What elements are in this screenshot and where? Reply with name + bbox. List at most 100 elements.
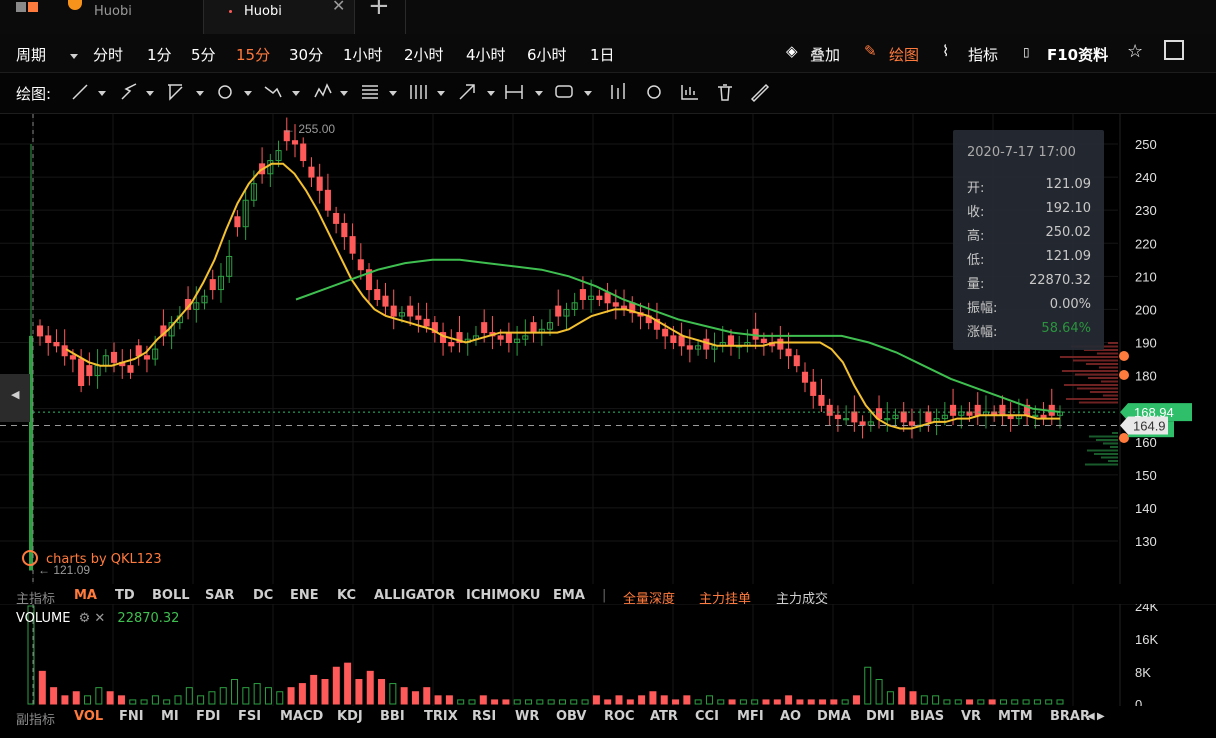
period-item-1分[interactable]: 1分 <box>147 46 172 64</box>
chevron-down-icon[interactable] <box>487 91 495 96</box>
sub-indicator-wr[interactable]: WR <box>515 709 540 724</box>
scroll-left-button[interactable]: ◀ <box>0 374 30 422</box>
new-tab-button[interactable]: + <box>355 0 406 34</box>
volume-bar <box>411 691 419 705</box>
sub-indicator-mi[interactable]: MI <box>161 709 179 724</box>
sub-indicator-obv[interactable]: OBV <box>556 709 587 724</box>
chevron-down-icon[interactable] <box>244 91 252 96</box>
full-depth-toggle[interactable]: 全量深度 <box>623 592 676 607</box>
period-item-2小时[interactable]: 2小时 <box>404 46 444 64</box>
candle <box>431 322 438 334</box>
main-indicator-td[interactable]: TD <box>115 588 135 603</box>
order-marker[interactable] <box>1119 370 1129 380</box>
f10-button[interactable]: F10资料 <box>1047 46 1109 64</box>
sub-indicator-trix[interactable]: TRIX <box>424 709 458 724</box>
main-indicator-ema[interactable]: EMA <box>553 588 585 603</box>
sub-indicator-macd[interactable]: MACD <box>280 709 324 724</box>
volume-bar <box>728 699 736 705</box>
sub-indicator-vr[interactable]: VR <box>961 709 982 724</box>
sub-indicator-vol[interactable]: VOL <box>74 709 104 724</box>
chevron-down-icon[interactable] <box>196 91 204 96</box>
sub-indicator-bias[interactable]: BIAS <box>910 709 945 724</box>
period-item-15分[interactable]: 15分 <box>236 46 271 64</box>
depth-ask-bar <box>1108 342 1118 344</box>
main-indicator-alligator[interactable]: ALLIGATOR <box>374 588 456 603</box>
main-indicator-sar[interactable]: SAR <box>205 588 235 603</box>
sub-indicator-fsi[interactable]: FSI <box>238 709 262 724</box>
sub-indicator-mtm[interactable]: MTM <box>998 709 1033 724</box>
sub-indicator-dma[interactable]: DMA <box>817 709 851 724</box>
close-icon[interactable]: ✕ <box>332 0 346 15</box>
main-indicator-ene[interactable]: ENE <box>290 588 319 603</box>
chevron-down-icon[interactable] <box>535 91 543 96</box>
indicators-button[interactable]: 指标 <box>968 46 999 64</box>
period-item-5分[interactable]: 5分 <box>191 46 216 64</box>
candle <box>390 305 397 317</box>
period-item-1小时[interactable]: 1小时 <box>343 46 383 64</box>
settings-icon[interactable]: ⚙ <box>78 611 91 626</box>
draw-tools <box>72 83 770 103</box>
period-item-30分[interactable]: 30分 <box>289 46 324 64</box>
chevron-down-icon[interactable] <box>146 91 154 96</box>
period-item-1日[interactable]: 1日 <box>590 46 615 64</box>
sub-indicator-roc[interactable]: ROC <box>604 709 635 724</box>
chevron-left-icon[interactable]: ◀ <box>1087 711 1095 722</box>
candle <box>341 222 348 238</box>
volume-chart[interactable]: 24K 16K 8K 0 <box>0 604 1216 706</box>
star-icon[interactable]: ☆ <box>1127 41 1144 62</box>
volume-bar <box>140 699 148 705</box>
close-icon[interactable]: ✕ <box>94 611 106 626</box>
candle <box>571 302 578 310</box>
volume-bar <box>287 687 295 705</box>
main-orders-toggle[interactable]: 主力挂单 <box>699 592 752 607</box>
volume-header: VOLUME ⚙ ✕ 22870.32 <box>16 611 179 626</box>
chevron-down-icon[interactable] <box>437 91 445 96</box>
sub-indicator-atr[interactable]: ATR <box>650 709 678 724</box>
sub-indicator-rsi[interactable]: RSI <box>472 709 497 724</box>
sub-indicator-mfi[interactable]: MFI <box>737 709 764 724</box>
chevron-down-icon[interactable] <box>70 54 78 59</box>
order-marker[interactable] <box>1119 433 1129 443</box>
period-item-4小时[interactable]: 4小时 <box>466 46 506 64</box>
tab-huobi-1[interactable]: Huobi <box>58 0 204 34</box>
main-indicator-ichimoku[interactable]: ICHIMOKU <box>466 588 541 603</box>
main-indicator-dc[interactable]: DC <box>253 588 274 603</box>
main-indicator-kc[interactable]: KC <box>337 588 357 603</box>
tooltip-key: 高: <box>967 229 985 244</box>
period-item-分时[interactable]: 分时 <box>93 46 124 64</box>
chevron-down-icon[interactable] <box>340 91 348 96</box>
y-tick-label: 150 <box>1135 468 1157 483</box>
sub-indicator-fni[interactable]: FNI <box>119 709 144 724</box>
sub-indicator-ao[interactable]: AO <box>780 709 802 724</box>
main-indicator-boll[interactable]: BOLL <box>152 588 190 603</box>
draw-button[interactable]: 绘图 <box>889 46 920 64</box>
tab-huobi-2[interactable]: Huobi ✕ <box>204 0 355 34</box>
chevron-right-icon[interactable]: ▶ <box>1097 711 1105 722</box>
sub-indicator-cci[interactable]: CCI <box>695 709 719 724</box>
y-tick-label: 240 <box>1135 170 1157 185</box>
volume-bar <box>50 687 58 705</box>
candle <box>859 421 866 426</box>
overlay-button[interactable]: 叠加 <box>810 46 841 64</box>
chevron-down-icon[interactable] <box>292 91 300 96</box>
sub-indicator-bbi[interactable]: BBI <box>380 709 405 724</box>
sub-indicator-brar[interactable]: BRAR <box>1050 709 1090 724</box>
sub-indicator-kdj[interactable]: KDJ <box>337 709 363 724</box>
main-trades-toggle[interactable]: 主力成交 <box>776 592 829 607</box>
chevron-down-icon[interactable] <box>584 91 592 96</box>
bars-tool-icon <box>611 83 625 99</box>
volume-bar <box>1011 699 1019 705</box>
period-item-6小时[interactable]: 6小时 <box>527 46 567 64</box>
chevron-down-icon[interactable] <box>98 91 106 96</box>
depth-ask-bar <box>1064 384 1118 386</box>
sub-indicator-dmi[interactable]: DMI <box>866 709 895 724</box>
logo-icon <box>22 550 38 566</box>
fullscreen-icon[interactable] <box>1164 40 1184 60</box>
candle <box>242 199 249 228</box>
order-marker[interactable] <box>1119 351 1129 361</box>
volume-y-tick: 24K <box>1135 604 1158 614</box>
main-indicator-ma[interactable]: MA <box>74 588 97 603</box>
sub-indicator-fdi[interactable]: FDI <box>196 709 221 724</box>
volume-bar <box>875 679 883 705</box>
chevron-down-icon[interactable] <box>389 91 397 96</box>
